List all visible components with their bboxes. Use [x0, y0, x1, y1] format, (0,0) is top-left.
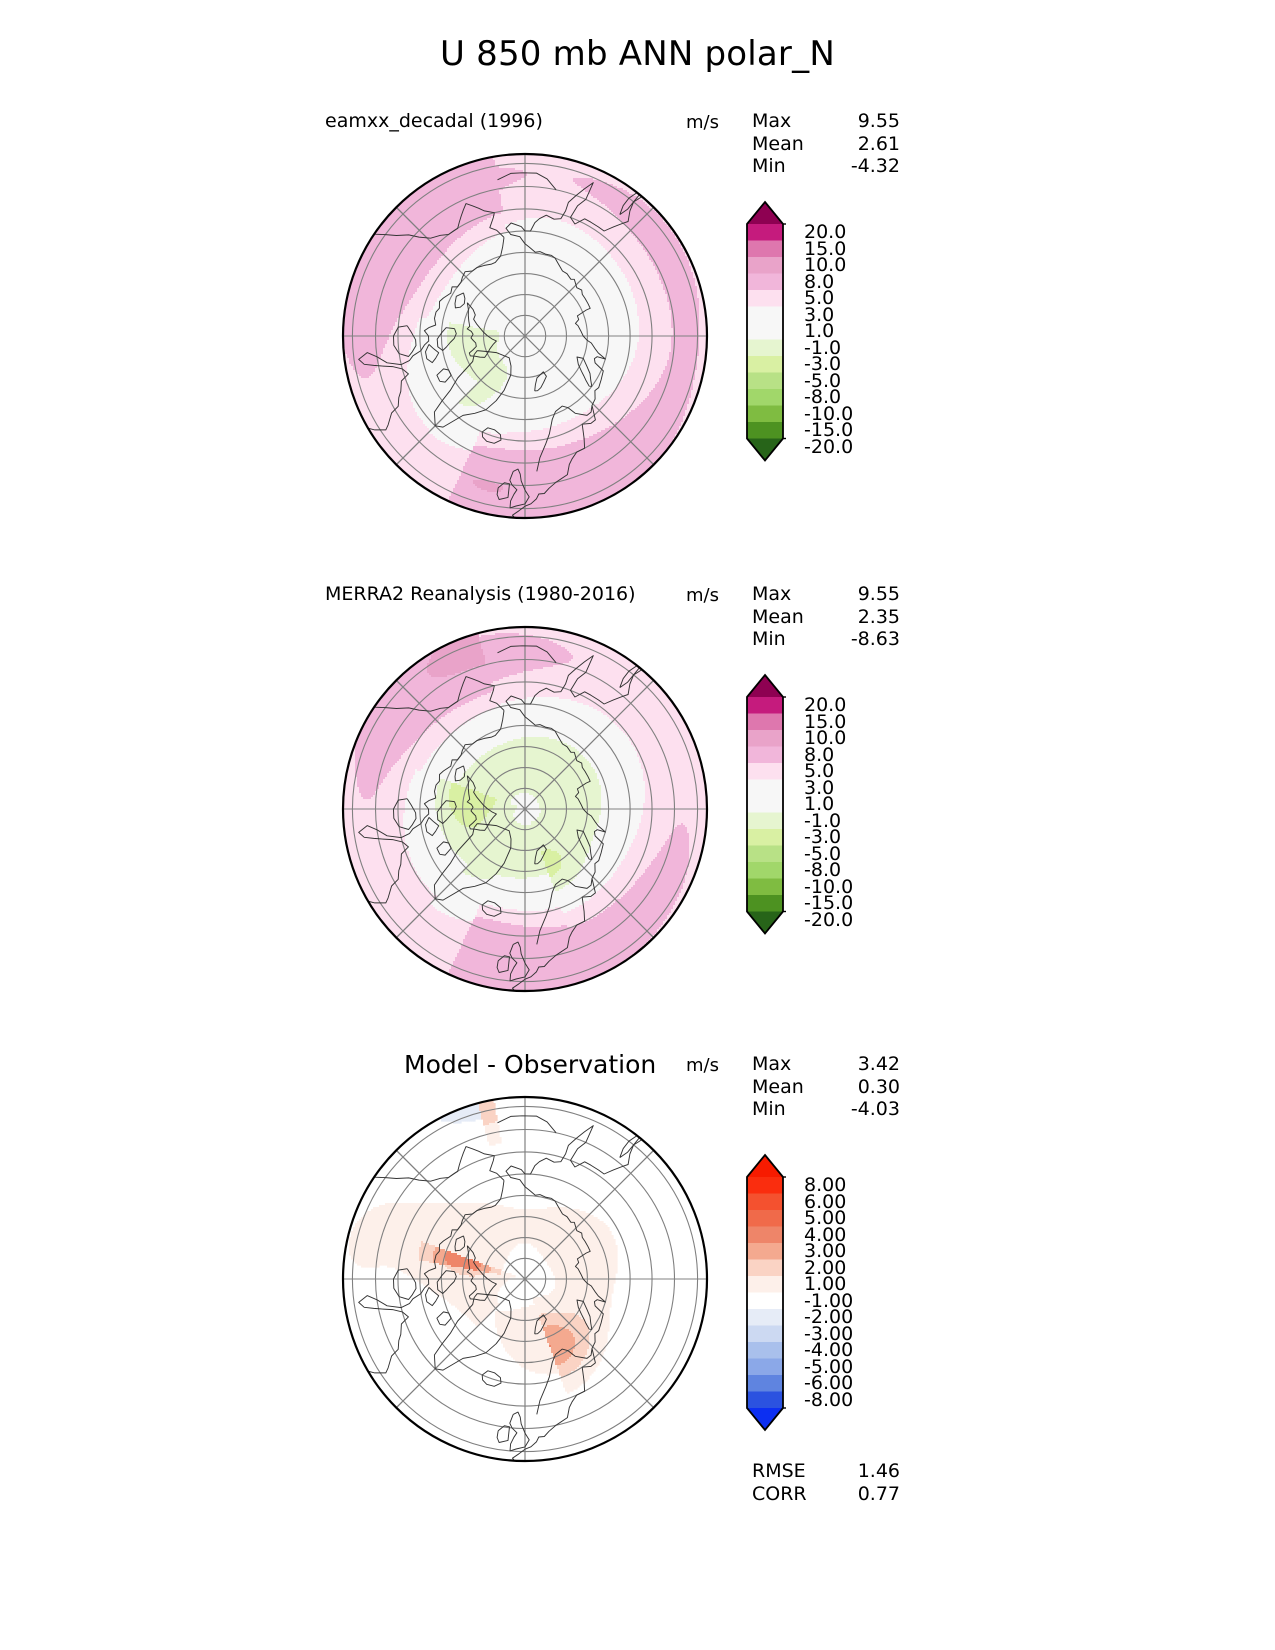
colorbar-tick: -15.0	[804, 892, 853, 914]
stat-row: Max 9.55	[752, 110, 900, 133]
stat-row: Mean 2.61	[752, 133, 900, 156]
stat-label: Mean	[752, 133, 834, 156]
stat-label: Min	[752, 155, 834, 178]
colorbar-tick: -1.0	[804, 810, 841, 832]
stat-value: 3.42	[834, 1053, 900, 1076]
colorbar-tick: 1.00	[804, 1273, 846, 1295]
stat-value: 9.55	[834, 583, 900, 606]
stat-value: 0.30	[834, 1076, 900, 1099]
panel-stats: Max 9.55 Mean 2.35 Min -8.63	[752, 583, 900, 651]
colorbar-tick: 20.0	[804, 694, 846, 716]
skill-row: RMSE 1.46	[752, 1460, 900, 1483]
stat-row: Max 9.55	[752, 583, 900, 606]
colorbar-tick: -1.00	[804, 1290, 853, 1312]
stat-value: -4.32	[834, 155, 900, 178]
colorbar: 20.0 15.0 10.0 8.0 5.0 3.0 1.0 -1.0 -3.0 -5.0 -8.0…	[744, 200, 853, 467]
stat-label: Max	[752, 1053, 834, 1076]
colorbar-tick: 3.00	[804, 1240, 846, 1262]
panel-stats: Max 3.42 Mean 0.30 Min -4.03	[752, 1053, 900, 1121]
colorbar-tick: 5.00	[804, 1207, 846, 1229]
colorbar-tick: 1.0	[804, 793, 834, 815]
colorbar-tick: 5.0	[804, 287, 834, 309]
colorbar-tick: 20.0	[804, 221, 846, 243]
colorbar-tick: -3.00	[804, 1323, 853, 1345]
figure-title: U 850 mb ANN polar_N	[0, 34, 1275, 74]
colorbar-tick: -1.0	[804, 337, 841, 359]
stat-row: Min -4.32	[752, 155, 900, 178]
colorbar-tick: -6.00	[804, 1372, 853, 1394]
stat-row: Mean 2.35	[752, 606, 900, 629]
skill-label: CORR	[752, 1483, 834, 1506]
colorbar-tick: -20.0	[804, 436, 853, 458]
stat-value: 2.61	[834, 133, 900, 156]
colorbar-tick: 6.00	[804, 1191, 846, 1213]
colorbar-tick: 5.0	[804, 760, 834, 782]
panel-title: MERRA2 Reanalysis (1980-2016)	[325, 583, 636, 605]
colorbar-tick: -5.0	[804, 370, 841, 392]
colorbar-tick: 8.00	[804, 1174, 846, 1196]
colorbar-tick: -20.0	[804, 909, 853, 931]
stat-row: Max 3.42	[752, 1053, 900, 1076]
colorbar-tick: -2.00	[804, 1306, 853, 1328]
panel-title: Model - Observation	[404, 1050, 656, 1079]
colorbar-tick: 3.0	[804, 304, 834, 326]
stat-row: Mean 0.30	[752, 1076, 900, 1099]
colorbar-tick: -3.0	[804, 353, 841, 375]
colorbar-tick: 10.0	[804, 727, 846, 749]
skill-value: 1.46	[834, 1460, 900, 1483]
polar-map	[325, 605, 725, 1009]
skill-scores: RMSE 1.46 CORR 0.77	[752, 1460, 900, 1505]
colorbar-svg	[746, 673, 788, 935]
colorbar: 8.00 6.00 5.00 4.00 3.00 2.00 1.00 -1.00 -2.00 -3…	[744, 1153, 853, 1436]
polar-map	[325, 1075, 725, 1479]
colorbar-tick: -10.0	[804, 876, 853, 898]
panel-units: m/s	[686, 585, 719, 606]
colorbar-tick: 3.0	[804, 777, 834, 799]
polar-map-svg	[341, 152, 709, 520]
colorbar: 20.0 15.0 10.0 8.0 5.0 3.0 1.0 -1.0 -3.0 -5.0 -8.0…	[744, 673, 853, 940]
colorbar-tick: -8.00	[804, 1389, 853, 1411]
stat-label: Max	[752, 110, 834, 133]
stat-label: Min	[752, 1098, 834, 1121]
stat-row: Min -4.03	[752, 1098, 900, 1121]
colorbar-tick: 4.00	[804, 1224, 846, 1246]
colorbar-tick: -5.00	[804, 1356, 853, 1378]
colorbar-tick: 8.0	[804, 744, 834, 766]
stat-value: 9.55	[834, 110, 900, 133]
colorbar-tick: -4.00	[804, 1339, 853, 1361]
colorbar-tick: -10.0	[804, 403, 853, 425]
colorbar-tick: -8.0	[804, 859, 841, 881]
colorbar-tick: -5.0	[804, 843, 841, 865]
stat-label: Max	[752, 583, 834, 606]
stat-row: Min -8.63	[752, 628, 900, 651]
colorbar-svg	[746, 200, 788, 462]
polar-map-svg	[341, 625, 709, 993]
colorbar-tick: 8.0	[804, 271, 834, 293]
polar-map-svg	[341, 1095, 709, 1463]
colorbar-tick: 10.0	[804, 254, 846, 276]
stat-value: 2.35	[834, 606, 900, 629]
stat-value: -4.03	[834, 1098, 900, 1121]
stat-value: -8.63	[834, 628, 900, 651]
colorbar-tick: -3.0	[804, 826, 841, 848]
skill-row: CORR 0.77	[752, 1483, 900, 1506]
skill-label: RMSE	[752, 1460, 834, 1483]
stat-label: Mean	[752, 1076, 834, 1099]
colorbar-tick: 15.0	[804, 711, 846, 733]
panel-units: m/s	[686, 112, 719, 133]
panel-stats: Max 9.55 Mean 2.61 Min -4.32	[752, 110, 900, 178]
panel-title: eamxx_decadal (1996)	[325, 110, 543, 132]
stat-label: Min	[752, 628, 834, 651]
stat-label: Mean	[752, 606, 834, 629]
colorbar-tick: -8.0	[804, 386, 841, 408]
colorbar-svg	[746, 1153, 788, 1432]
colorbar-tick: -15.0	[804, 419, 853, 441]
skill-value: 0.77	[834, 1483, 900, 1506]
colorbar-tick: 2.00	[804, 1257, 846, 1279]
colorbar-tick: 15.0	[804, 238, 846, 260]
polar-map	[325, 132, 725, 536]
colorbar-tick: 1.0	[804, 320, 834, 342]
panel-units: m/s	[686, 1055, 719, 1076]
